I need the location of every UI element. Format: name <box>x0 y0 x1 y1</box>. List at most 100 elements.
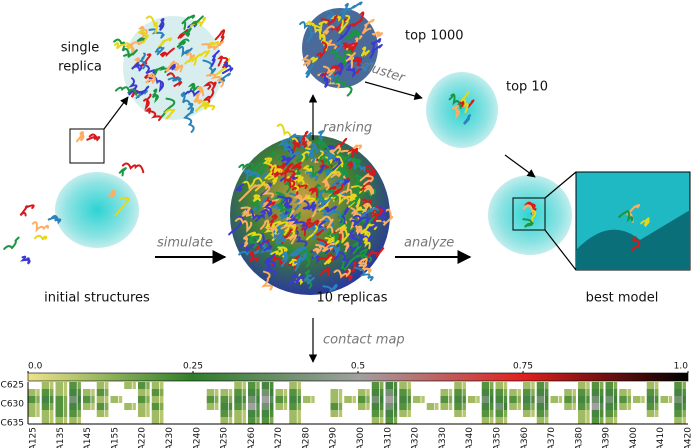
contact-cell <box>413 396 421 403</box>
peptide <box>319 266 331 277</box>
contact-cell <box>138 396 146 403</box>
column-label: A320 <box>411 427 421 448</box>
contact-cell <box>371 382 380 389</box>
zoom-line <box>544 229 577 271</box>
peptide <box>160 97 176 119</box>
contact-cell <box>371 417 380 424</box>
contact-cell <box>523 382 531 389</box>
column-label: A380 <box>574 427 584 448</box>
contact-cell <box>646 410 655 417</box>
contact-cell-alt <box>655 410 659 417</box>
contact-cell <box>633 396 641 403</box>
contact-cell-alt <box>338 410 343 417</box>
contact-cell <box>371 403 380 410</box>
contact-cell <box>619 396 627 403</box>
contact-cell <box>495 382 504 389</box>
peptide <box>264 253 276 268</box>
contact-cell <box>55 396 64 403</box>
contact-cell-alt <box>545 389 549 396</box>
contact-cell <box>220 389 229 396</box>
contact-cell <box>330 403 339 410</box>
peptide <box>283 214 298 226</box>
contact-cell-alt <box>545 403 549 410</box>
contact-cell <box>674 389 682 396</box>
contact-cell <box>385 410 394 417</box>
arrows <box>103 81 577 363</box>
label: ranking <box>323 121 372 136</box>
contact-cell-alt <box>531 382 535 389</box>
contact-cell-alt <box>77 382 81 389</box>
peptide <box>284 145 296 166</box>
peptide <box>361 18 375 35</box>
contact-cell-alt <box>393 389 398 396</box>
contact-cell-alt <box>407 389 411 396</box>
contact-cell <box>550 396 559 403</box>
contact-cell <box>440 403 449 410</box>
contact-cell-alt <box>105 396 109 403</box>
row-label: C635 <box>1 419 24 429</box>
contact-cell <box>399 382 407 389</box>
peptide <box>118 167 127 177</box>
contact-cell <box>220 396 229 403</box>
contact-cell-alt <box>682 403 686 410</box>
contact-cell-alt <box>517 403 521 410</box>
contact-cell-alt <box>393 403 398 410</box>
contact-cell-alt <box>50 396 54 403</box>
peptide <box>130 40 144 46</box>
peptide <box>354 174 363 186</box>
contact-cell-alt <box>63 417 68 424</box>
contact-cell-alt <box>393 410 398 417</box>
contact-cell-alt <box>517 396 521 403</box>
peptide <box>283 234 298 245</box>
peptide <box>157 37 173 49</box>
contact-cell <box>660 396 669 403</box>
contact-cell <box>234 389 242 396</box>
column-label: A220 <box>138 427 148 448</box>
peptide <box>317 130 325 145</box>
column-label: A410 <box>656 427 666 448</box>
contact-cell <box>151 389 160 396</box>
contact-cell-alt <box>132 403 136 410</box>
peptide <box>291 230 308 247</box>
contact-cell-alt <box>503 382 508 389</box>
peptide <box>640 217 650 228</box>
contact-cell-alt <box>50 389 54 396</box>
peptide <box>289 218 308 231</box>
label: top 1000 <box>405 29 464 44</box>
contact-cell <box>605 417 614 424</box>
peptide <box>323 256 333 266</box>
peptide <box>312 183 321 191</box>
contact-cell <box>646 382 655 389</box>
peptide <box>334 80 353 97</box>
peptide <box>202 81 217 91</box>
peptide <box>154 46 165 56</box>
label: replica <box>58 60 102 75</box>
peptide <box>332 182 344 196</box>
contact-cell-alt <box>63 382 68 389</box>
contact-cell <box>289 417 297 424</box>
contact-cell-alt <box>270 382 274 389</box>
contact-cell-alt <box>682 389 686 396</box>
contact-cell <box>261 410 270 417</box>
contact-cell <box>41 382 50 389</box>
contact-cell-alt <box>366 403 370 410</box>
contact-cell <box>234 417 242 424</box>
contact-cell <box>509 396 517 403</box>
peptide <box>31 221 49 233</box>
peptide <box>327 244 341 257</box>
peptide <box>330 232 339 244</box>
peptide <box>278 205 292 218</box>
peptide <box>240 206 251 217</box>
contact-cell-alt <box>462 403 466 410</box>
peptide <box>181 14 196 30</box>
contact-cell-alt <box>655 403 659 410</box>
contact-cell-alt <box>256 382 260 389</box>
peptide <box>193 93 203 105</box>
contact-cell <box>495 403 504 410</box>
contact-cell-alt <box>490 410 494 417</box>
contact-cell <box>69 396 77 403</box>
peptide <box>196 86 205 97</box>
contact-cell-alt <box>586 410 590 417</box>
peptide <box>356 61 374 73</box>
contact-cell <box>536 403 545 410</box>
